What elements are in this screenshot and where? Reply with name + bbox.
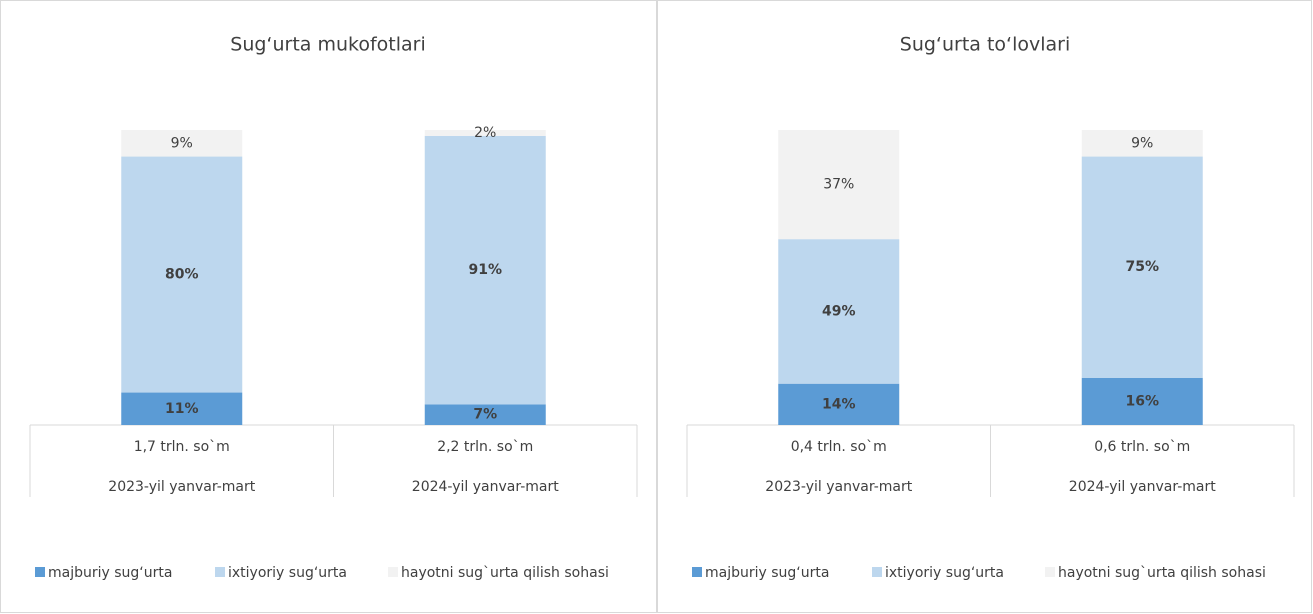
bar-segment: [121, 392, 243, 425]
chart-title: Sug‘urta to‘lovlari: [900, 34, 1070, 56]
bar-segment: [424, 130, 546, 136]
category-label: 2024-yil yanvar-mart: [412, 479, 559, 495]
data-label: 2%: [474, 125, 496, 141]
data-label: 80%: [165, 267, 199, 283]
chart-title: Sug‘urta mukofotlari: [230, 34, 425, 56]
bar-segment: [424, 404, 546, 425]
legend-label: hayotni sug`urta qilish sohasi: [401, 565, 609, 581]
bar-segment: [778, 239, 900, 384]
legend-swatch: [215, 567, 225, 577]
bar-segment: [778, 383, 900, 425]
bar-segment: [424, 135, 546, 405]
data-label: 91%: [468, 262, 502, 278]
data-label: 9%: [1131, 135, 1153, 151]
data-label: 7%: [473, 407, 497, 423]
legend-swatch: [35, 567, 45, 577]
data-label: 9%: [171, 135, 193, 151]
panel-border: [0, 0, 657, 613]
category-sublabel: 1,7 trln. so`m: [134, 439, 230, 455]
bar-segment: [121, 130, 243, 157]
legend-swatch: [1045, 567, 1055, 577]
legend-swatch: [388, 567, 398, 577]
panel-border: [657, 0, 1312, 613]
legend-label: ixtiyoriy sug‘urta: [885, 565, 1004, 581]
bar-segment: [1081, 377, 1203, 425]
category-label: 2023-yil yanvar-mart: [108, 479, 255, 495]
data-label: 14%: [822, 396, 856, 412]
data-label: 16%: [1125, 393, 1159, 409]
category-label: 2023-yil yanvar-mart: [765, 479, 912, 495]
legend-label: ixtiyoriy sug‘urta: [228, 565, 347, 581]
legend-label: majburiy sug‘urta: [705, 565, 829, 581]
data-label: 37%: [823, 177, 854, 193]
legend-swatch: [692, 567, 702, 577]
legend-label: hayotni sug`urta qilish sohasi: [1058, 565, 1266, 581]
category-sublabel: 0,4 trln. so`m: [791, 439, 887, 455]
bar-segment: [1081, 156, 1203, 378]
data-label: 49%: [822, 303, 856, 319]
bar-segment: [121, 156, 243, 393]
bar-segment: [1081, 130, 1203, 157]
legend-swatch: [872, 567, 882, 577]
bar-segment: [778, 130, 900, 240]
category-sublabel: 2,2 trln. so`m: [437, 439, 533, 455]
legend-label: majburiy sug‘urta: [48, 565, 172, 581]
category-label: 2024-yil yanvar-mart: [1069, 479, 1216, 495]
data-label: 11%: [165, 401, 199, 417]
category-sublabel: 0,6 trln. so`m: [1094, 439, 1190, 455]
data-label: 75%: [1125, 259, 1159, 275]
